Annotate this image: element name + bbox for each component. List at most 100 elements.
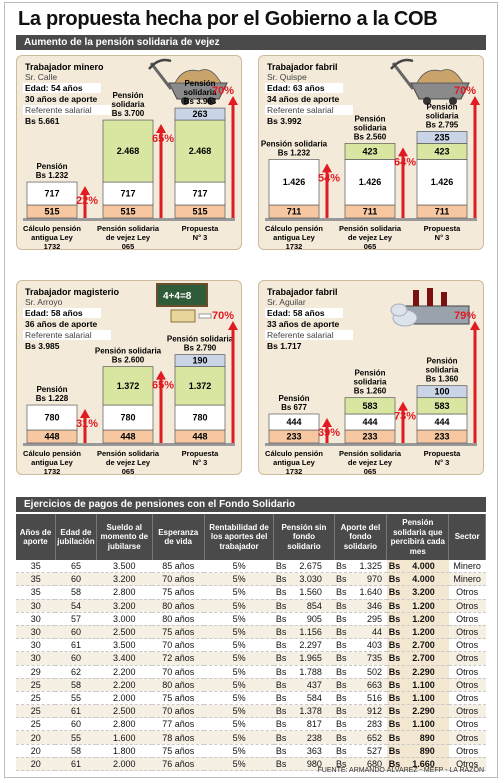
table-cell: Bs 1.100 <box>386 717 449 732</box>
arrow-head <box>470 96 480 105</box>
currency-label: Bs <box>275 732 287 743</box>
currency-label: Bs <box>336 758 347 769</box>
currency-label: Bs <box>388 600 401 611</box>
amount: 4.000 <box>412 561 435 572</box>
arrow-head <box>156 124 166 134</box>
cart-wheel <box>423 97 431 105</box>
board-text: 4+4=8 <box>163 291 192 302</box>
bar-title: Bs 3.700 <box>112 109 145 118</box>
table-cell: Bs 4.000 <box>386 560 449 574</box>
currency-label: Bs <box>388 627 401 638</box>
category-label: antigua Ley <box>273 458 316 467</box>
category-label: 1732 <box>286 467 303 475</box>
amount: 905 <box>306 613 322 624</box>
amount: 817 <box>306 719 322 730</box>
segment-label: 235 <box>434 132 449 142</box>
cart-load <box>416 69 464 84</box>
table-cell: 5% <box>204 757 274 772</box>
currency-label: Bs <box>336 666 347 677</box>
currency-label: Bs <box>336 692 347 703</box>
table-cell: Bs 1.378 <box>273 704 335 719</box>
pension-table: Años de aporte Edad de jubilación Sueldo a… <box>16 514 486 772</box>
worker-name: Sr. Calle <box>25 72 57 82</box>
table-cell: Bs 1.200 <box>386 625 449 640</box>
table-cell: 2.500 <box>96 625 153 640</box>
table-cell: Otros <box>448 678 486 692</box>
table-cell: Bs 363 <box>273 744 335 758</box>
ref-label: Referente salarial <box>267 330 334 340</box>
chart-panel-magisterio: 4+4=8 Trabajador magisterio Sr. Arroyo Edad… <box>16 280 242 475</box>
table-cell: Bs 1.640 <box>334 585 387 600</box>
bar-segment <box>174 107 226 121</box>
table-row: 35 65 3.500 85 años 5% Bs 2.675 Bs 1.325 Bs 4.000 M… <box>16 560 486 574</box>
table-cell: 55 <box>55 730 97 745</box>
table-row: 29 62 2.200 70 años 5% Bs 1.788 Bs 502 Bs 2.290 Otr… <box>16 665 486 679</box>
bar-title: Bs 2.790 <box>184 344 217 353</box>
category-label: 1732 <box>44 242 61 250</box>
info-bg <box>23 83 101 93</box>
table-cell: 3.500 <box>96 638 153 653</box>
table-cell: Bs 295 <box>334 612 387 626</box>
segment-label: 1.426 <box>431 177 454 187</box>
table-cell: Bs 663 <box>334 678 387 692</box>
currency-label: Bs <box>275 574 287 585</box>
table-cell: Bs 1.325 <box>334 560 387 574</box>
arrow-head <box>228 96 238 105</box>
worker-name: Sr. Quispe <box>267 72 307 82</box>
table-cell: Bs 283 <box>334 717 387 732</box>
board <box>156 283 208 307</box>
currency-label: Bs <box>275 692 287 703</box>
bar-title: Pensión <box>354 369 385 378</box>
table-cell: Otros <box>448 730 486 745</box>
amount: 970 <box>366 574 383 585</box>
table-cell: Bs 346 <box>334 599 387 613</box>
chimney <box>413 290 419 306</box>
table-cell: 30 <box>16 625 56 640</box>
table-cell: 35 <box>16 585 56 600</box>
column-header: Rentabilidad de los aportes del trabajad… <box>204 514 275 560</box>
category-label: N° 3 <box>193 233 208 242</box>
category-label: 065 <box>364 242 377 250</box>
table-cell: 5% <box>204 704 274 719</box>
mine-cart-icon <box>390 58 470 105</box>
table-cell: 2.500 <box>96 704 153 719</box>
segment-label: 263 <box>192 109 207 119</box>
chart-panel-fabril-quispe: Trabajador fabril Sr. Quispe Edad: 63 años… <box>258 55 484 250</box>
currency-label: Bs <box>388 666 401 677</box>
bar-title: Pensión solidaria <box>261 139 328 148</box>
category-label: Propuesta <box>182 224 220 233</box>
bar-title: Bs 3.963 <box>184 97 217 106</box>
table-row: 30 61 3.500 70 años 5% Bs 2.297 Bs 403 Bs 2.700 Otr… <box>16 638 486 653</box>
worker-label: Trabajador fabril <box>267 62 338 72</box>
amount: 44 <box>372 627 383 638</box>
arrow-head <box>322 163 332 173</box>
table-cell: 3.000 <box>96 612 153 626</box>
chart-panel-fabril-aguilar: Trabajador fabril Sr. Aguilar Edad: 58 año… <box>258 280 484 475</box>
segment-label: 717 <box>120 189 135 199</box>
base-line <box>23 443 235 446</box>
table-cell: 80 años <box>152 599 205 613</box>
arrow-head <box>80 409 90 419</box>
currency-label: Bs <box>275 600 287 611</box>
bar-segment <box>174 404 226 431</box>
amount: 2.290 <box>412 706 435 717</box>
currency-label: Bs <box>336 640 347 651</box>
table-cell: 25 <box>16 717 56 732</box>
table-cell: Bs 980 <box>273 757 335 772</box>
category-label: antigua Ley <box>273 233 316 242</box>
amount: 2.700 <box>412 653 435 664</box>
table-cell: Otros <box>448 625 486 640</box>
table-cell: 60 <box>55 625 97 640</box>
increase-label: 70% <box>212 85 234 97</box>
table-cell: 61 <box>55 757 97 772</box>
segment-label: 233 <box>434 432 449 442</box>
table-cell: Bs 238 <box>273 730 335 745</box>
table-cell: 70 años <box>152 665 205 679</box>
category-label: Propuesta <box>424 449 462 458</box>
currency-label: Bs <box>336 561 347 572</box>
table-cell: 76 años <box>152 757 205 772</box>
table-cell: Bs 1.660 <box>386 757 449 772</box>
bar-title: solidaria <box>426 366 459 375</box>
table-cell: Bs 44 <box>334 625 387 640</box>
amount: 912 <box>366 706 383 717</box>
